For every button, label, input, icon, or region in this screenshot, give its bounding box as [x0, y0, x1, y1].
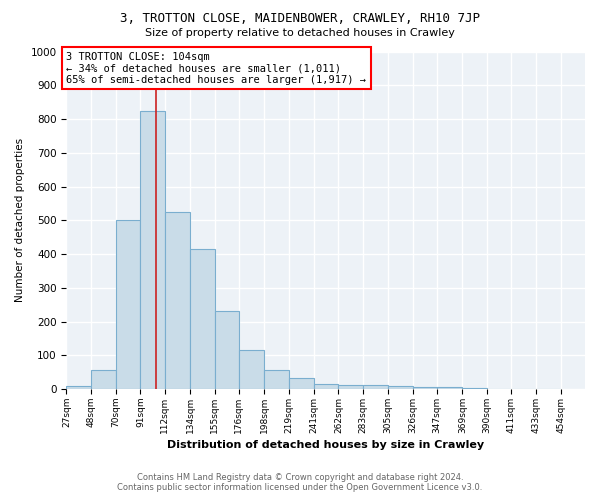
Bar	[437, 386, 462, 389]
Bar	[265, 370, 289, 389]
X-axis label: Distribution of detached houses by size in Crawley: Distribution of detached houses by size …	[167, 440, 484, 450]
Bar	[462, 388, 487, 389]
Text: 3 TROTTON CLOSE: 104sqm
← 34% of detached houses are smaller (1,011)
65% of semi: 3 TROTTON CLOSE: 104sqm ← 34% of detache…	[67, 52, 367, 84]
Bar	[314, 384, 338, 389]
Bar	[165, 212, 190, 389]
Bar	[289, 378, 314, 389]
Bar	[190, 249, 215, 389]
Bar	[215, 312, 239, 389]
Text: 3, TROTTON CLOSE, MAIDENBOWER, CRAWLEY, RH10 7JP: 3, TROTTON CLOSE, MAIDENBOWER, CRAWLEY, …	[120, 12, 480, 26]
Bar	[388, 386, 413, 389]
Y-axis label: Number of detached properties: Number of detached properties	[15, 138, 25, 302]
Bar	[338, 385, 363, 389]
Bar	[67, 386, 91, 389]
Bar	[91, 370, 116, 389]
Bar	[140, 110, 165, 389]
Text: Size of property relative to detached houses in Crawley: Size of property relative to detached ho…	[145, 28, 455, 38]
Bar	[363, 385, 388, 389]
Bar	[413, 388, 437, 389]
Bar	[116, 220, 140, 389]
Bar	[239, 350, 265, 389]
Text: Contains HM Land Registry data © Crown copyright and database right 2024.
Contai: Contains HM Land Registry data © Crown c…	[118, 473, 482, 492]
